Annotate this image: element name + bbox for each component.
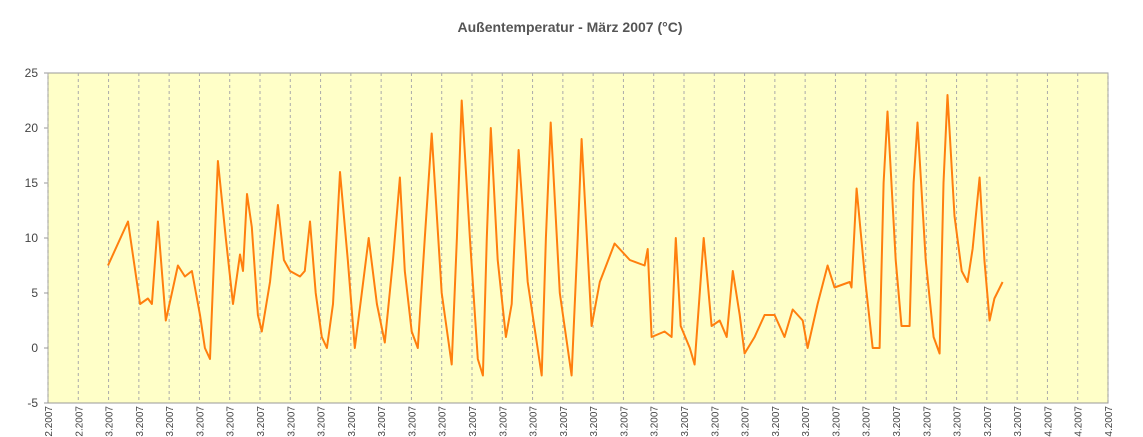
x-tick-label: 20.03.2007 [680, 406, 691, 437]
x-tick-label: 27.02.2007 [44, 406, 55, 437]
x-tick-label: 02.04.2007 [1074, 406, 1085, 437]
x-tick-label: 09.03.2007 [347, 406, 358, 437]
x-tick-label: 05.03.2007 [226, 406, 237, 437]
x-tick-label: 14.03.2007 [498, 406, 509, 437]
x-tick-label: 06.03.2007 [256, 406, 267, 437]
x-tick-label: 24.03.2007 [801, 406, 812, 437]
x-tick-label: 02.03.2007 [135, 406, 146, 437]
x-tick-label: 01.04.2007 [1043, 406, 1054, 437]
y-tick-label: -5 [27, 396, 38, 410]
x-tick-label: 27.03.2007 [892, 406, 903, 437]
y-tick-label: 5 [31, 286, 38, 300]
x-tick-label: 01.03.2007 [105, 406, 116, 437]
x-tick-label: 30.03.2007 [983, 406, 994, 437]
x-tick-label: 03.03.2007 [165, 406, 176, 437]
x-tick-label: 25.03.2007 [831, 406, 842, 437]
x-tick-label: 07.03.2007 [286, 406, 297, 437]
x-tick-label: 13.03.2007 [468, 406, 479, 437]
y-tick-label: 15 [25, 176, 39, 190]
x-tick-label: 28.03.2007 [922, 406, 933, 437]
x-tick-label: 21.03.2007 [710, 406, 721, 437]
x-tick-label: 04.03.2007 [195, 406, 206, 437]
x-tick-label: 22.03.2007 [741, 406, 752, 437]
x-tick-label: 17.03.2007 [589, 406, 600, 437]
x-tick-label: 23.03.2007 [771, 406, 782, 437]
x-tick-label: 16.03.2007 [559, 406, 570, 437]
x-tick-label: 03.04.2007 [1104, 406, 1115, 437]
x-tick-label: 28.02.2007 [74, 406, 85, 437]
x-tick-label: 31.03.2007 [1013, 406, 1024, 437]
x-tick-label: 12.03.2007 [438, 406, 449, 437]
chart-title: Außentemperatur - März 2007 (°C) [458, 19, 683, 35]
x-tick-label: 10.03.2007 [377, 406, 388, 437]
x-tick-label: 18.03.2007 [619, 406, 630, 437]
temperature-line [107, 94, 1004, 377]
x-tick-label: 19.03.2007 [650, 406, 661, 437]
x-tick-label: 08.03.2007 [317, 406, 328, 437]
x-tick-label: 29.03.2007 [953, 406, 964, 437]
y-tick-label: 0 [31, 341, 38, 355]
x-tick-label: 11.03.2007 [407, 406, 418, 437]
y-tick-label: 20 [25, 121, 39, 135]
y-tick-label: 10 [25, 231, 39, 245]
x-tick-label: 26.03.2007 [862, 406, 873, 437]
x-tick-label: 15.03.2007 [529, 406, 540, 437]
y-tick-label: 25 [25, 66, 39, 80]
